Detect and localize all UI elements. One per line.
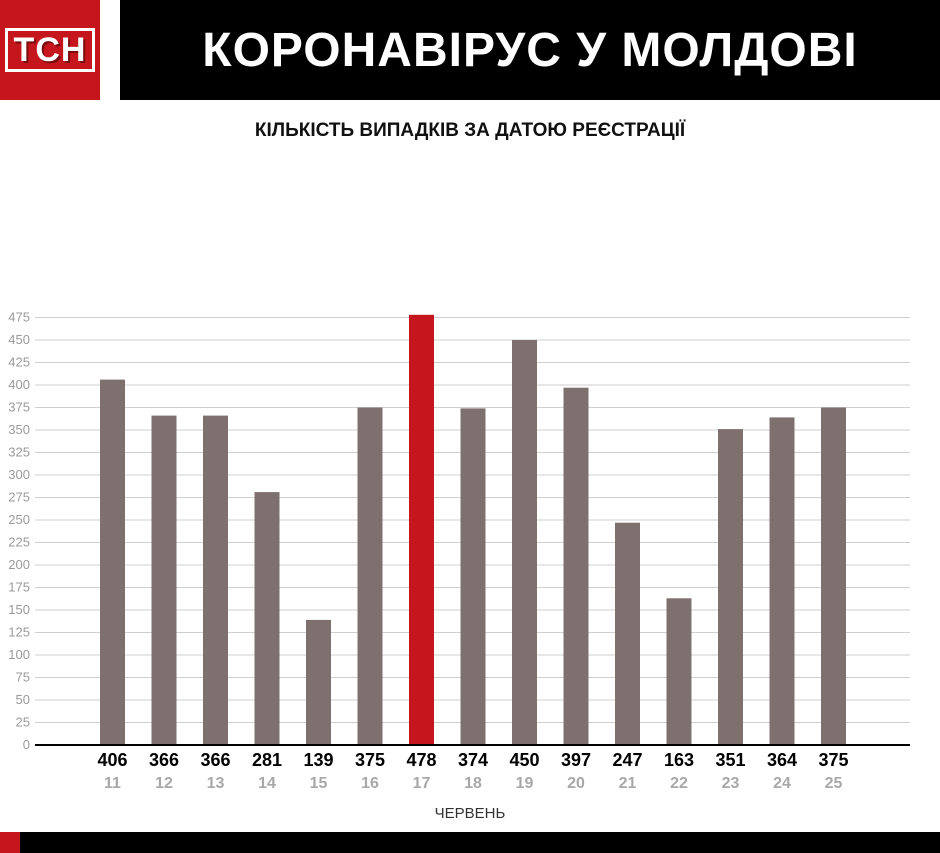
bar-value-label: 375: [818, 750, 848, 770]
bar-value-label: 364: [767, 750, 797, 770]
bar-value-label: 450: [509, 750, 539, 770]
bar: [666, 598, 692, 745]
x-tick-label: 21: [619, 775, 637, 792]
x-tick-label: 12: [155, 775, 173, 792]
bar: [306, 619, 331, 745]
y-tick-label: 325: [8, 445, 30, 460]
x-tick-label: 22: [670, 775, 688, 792]
bar-value-label: 163: [664, 750, 694, 770]
y-tick-label: 100: [8, 647, 30, 662]
bar-value-label: 366: [200, 750, 230, 770]
x-tick-label: 24: [773, 775, 791, 792]
bar-value-label: 247: [612, 750, 642, 770]
y-tick-label: 175: [8, 580, 30, 595]
chart-title: КІЛЬКІСТЬ ВИПАДКІВ ЗА ДАТОЮ РЕЄСТРАЦІЇ: [254, 120, 686, 141]
bar-value-label: 281: [252, 750, 282, 770]
y-tick-label: 350: [8, 422, 30, 437]
tsn-logo: ТСН: [0, 0, 100, 100]
x-tick-label: 16: [361, 775, 379, 792]
x-tick-label: 11: [104, 775, 121, 792]
y-tick-label: 50: [16, 692, 30, 707]
page-title: КОРОНАВІРУС У МОЛДОВІ: [202, 23, 858, 77]
footer-bar: [20, 832, 940, 853]
x-tick-label: 15: [310, 775, 328, 792]
y-tick-label: 450: [8, 332, 30, 347]
bar-value-label: 406: [97, 750, 127, 770]
bar: [203, 415, 228, 745]
x-tick-label: 20: [567, 775, 585, 792]
bar-value-label: 139: [303, 750, 333, 770]
bar: [563, 387, 589, 745]
y-tick-label: 125: [8, 625, 30, 640]
y-tick-label: 475: [8, 310, 30, 325]
y-tick-label: 375: [8, 400, 30, 415]
bar-value-label: 374: [458, 750, 488, 770]
bar: [512, 340, 537, 745]
y-tick-label: 300: [8, 467, 30, 482]
x-tick-label: 13: [207, 775, 225, 792]
x-tick-label: 23: [722, 775, 740, 792]
y-tick-label: 400: [8, 377, 30, 392]
bar: [357, 407, 383, 745]
y-tick-label: 425: [8, 355, 30, 370]
y-tick-label: 150: [8, 602, 30, 617]
x-tick-label: 18: [464, 775, 482, 792]
logo-text: ТСН: [4, 28, 96, 72]
x-tick-label: 19: [516, 775, 534, 792]
bar: [409, 314, 434, 745]
bar-value-label: 351: [715, 750, 745, 770]
y-tick-label: 0: [23, 737, 30, 752]
x-tick-label: 17: [413, 775, 431, 792]
bar-value-label: 375: [355, 750, 385, 770]
bar: [460, 408, 486, 745]
bar: [151, 415, 177, 745]
header-bar: КОРОНАВІРУС У МОЛДОВІ: [120, 0, 940, 100]
y-tick-label: 225: [8, 535, 30, 550]
footer-accent: [0, 832, 20, 853]
y-tick-label: 250: [8, 512, 30, 527]
bar-value-label: 397: [561, 750, 591, 770]
bar-value-label: 478: [406, 750, 436, 770]
x-tick-label: 14: [258, 775, 276, 792]
bar: [615, 522, 640, 745]
x-axis-label: ЧЕРВЕНЬ: [435, 805, 506, 822]
bar: [769, 417, 795, 745]
y-tick-label: 75: [16, 670, 30, 685]
bar: [254, 492, 280, 745]
y-tick-label: 25: [16, 715, 30, 730]
bar: [100, 379, 125, 745]
bar: [718, 429, 743, 745]
bar-value-label: 366: [149, 750, 179, 770]
y-tick-label: 275: [8, 490, 30, 505]
x-tick-label: 25: [825, 775, 843, 792]
y-tick-label: 200: [8, 557, 30, 572]
bar: [821, 407, 846, 745]
